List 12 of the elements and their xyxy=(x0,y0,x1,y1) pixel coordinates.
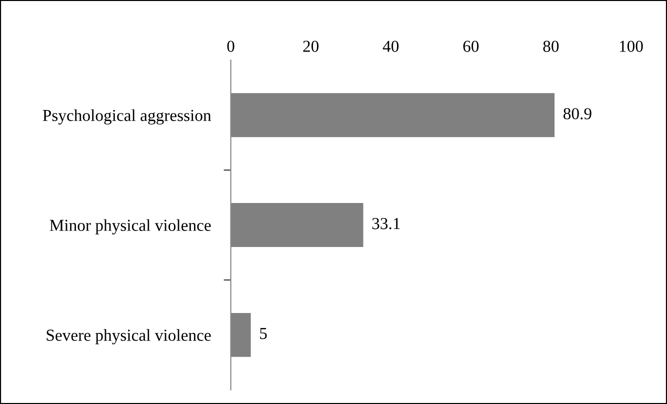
x-tick-label: 40 xyxy=(382,40,399,52)
data-label: 5 xyxy=(260,328,267,340)
y-tick-label: Severe physical violence xyxy=(46,329,211,344)
y-tick-label: Psychological aggression xyxy=(42,109,212,125)
data-label: 80.9 xyxy=(564,108,592,120)
data-label: 33.1 xyxy=(372,218,400,230)
x-tick-label: 80 xyxy=(543,40,559,52)
x-tick-label: 0 xyxy=(227,40,234,52)
y-tick-label: Minor physical violence xyxy=(50,219,211,234)
x-tick-label: 60 xyxy=(463,40,479,52)
x-tick-label: 100 xyxy=(620,40,643,52)
x-tick-label: 20 xyxy=(303,40,319,52)
